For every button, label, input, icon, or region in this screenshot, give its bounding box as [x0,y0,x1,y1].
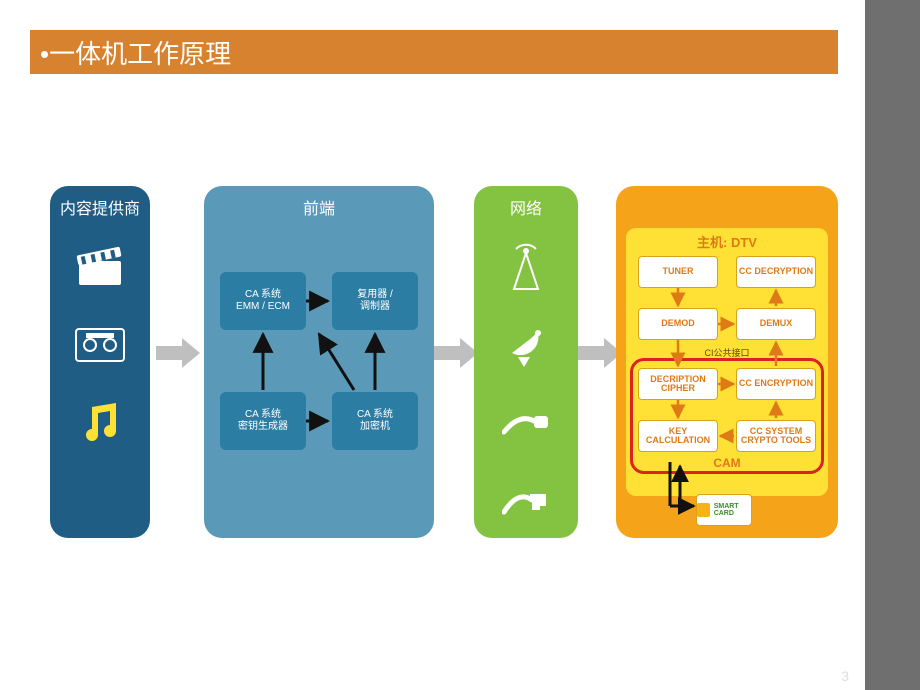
slide: •一体机工作原理 内容提供商 前端 CA 系 [0,0,865,690]
flow-arrow-2 [434,338,478,368]
ethernet-cable-icon [496,471,556,531]
smart-arrows [616,186,838,538]
cassette-icon [70,315,130,375]
panel-host: 主机: DTV TUNER CC DECRYPTION DEMOD DEMUX … [616,186,838,538]
page-number: 3 [841,668,849,684]
flow-arrow-1 [156,338,200,368]
panel-network: 网络 [474,186,578,538]
diagram-stage: 内容提供商 前端 CA 系统EMM / ECM 复用器 /调制器 CA 系统密钥… [34,178,840,554]
antenna-icon [496,237,556,297]
music-icon [70,393,130,453]
title-bar: •一体机工作原理 [30,30,838,74]
satellite-dish-icon [496,315,556,375]
panel-content-provider: 内容提供商 [50,186,150,538]
panel-title: 网络 [474,186,578,219]
panel-title: 内容提供商 [50,186,150,219]
coax-cable-icon [496,393,556,453]
clapper-icon [70,237,130,297]
page-title: •一体机工作原理 [40,34,231,71]
panel-frontend: 前端 CA 系统EMM / ECM 复用器 /调制器 CA 系统密钥生成器 CA… [204,186,434,538]
front-arrows [204,186,434,538]
